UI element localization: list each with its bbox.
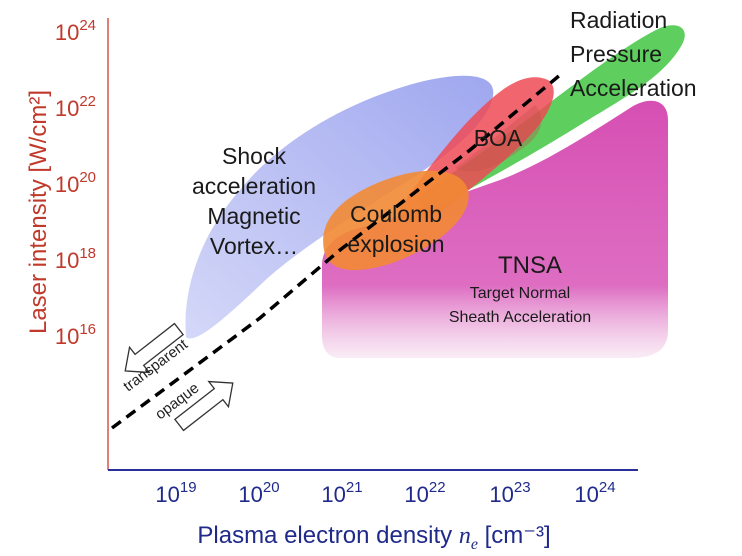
y-tick-label: 1022: [55, 93, 96, 121]
y-tick-label: 1016: [55, 321, 96, 349]
shock-label-line-2: acceleration: [192, 173, 316, 199]
rpa-label-line-3: Acceleration: [570, 75, 697, 101]
rpa-label-line-2: Pressure: [570, 41, 662, 67]
tnsa-label-main: TNSA: [498, 252, 562, 279]
boa-tnsa-overlap: [455, 105, 542, 172]
y-tick-labels: 1024 1022 1020 1018 1016: [55, 17, 96, 349]
shock-label: Shock acceleration Magnetic Vortex…: [192, 143, 316, 259]
transparency-boundary-line: [110, 73, 562, 430]
rpa-label: Radiation Pressure Acceleration: [570, 7, 697, 101]
tnsa-label-sub-1: Target Normal: [470, 285, 570, 302]
y-tick-label: 1018: [55, 245, 96, 273]
shock-label-line-4: Vortex…: [210, 233, 298, 259]
shock-label-line-1: Shock: [222, 143, 286, 169]
opaque-arrow-icon: [173, 380, 234, 432]
y-tick-label: 1020: [55, 169, 96, 197]
tnsa-label-sub-2: Sheath Acceleration: [449, 309, 591, 326]
boa-label: BOA: [474, 125, 523, 151]
coulomb-explosion-region: [323, 170, 469, 271]
y-axis-title: Laser intensity [W/cm²]: [25, 90, 52, 334]
rpa-label-line-1: Radiation: [570, 7, 667, 33]
x-tick-label: 1019: [155, 479, 196, 507]
coulomb-label-line-1: Coulomb: [350, 201, 442, 227]
x-tick-label: 1021: [321, 479, 362, 507]
y-tick-label: 1024: [55, 17, 96, 45]
x-tick-label: 1022: [404, 479, 445, 507]
x-tick-label: 1023: [489, 479, 530, 507]
transparent-arrow-icon: [124, 322, 185, 374]
x-tick-labels: 1019 1020 1021 1022 1023 1024: [155, 479, 615, 507]
x-tick-label: 1020: [238, 479, 279, 507]
x-axis-title: Plasma electron density ne [cm⁻³]: [197, 522, 550, 553]
coulomb-label-line-2: explosion: [347, 231, 444, 257]
coulomb-label: Coulomb explosion: [347, 201, 444, 257]
tnsa-label: TNSA Target Normal Sheath Acceleration: [449, 252, 591, 326]
shock-label-line-3: Magnetic: [207, 203, 300, 229]
x-tick-label: 1024: [574, 479, 615, 507]
tnsa-region: [322, 100, 668, 359]
